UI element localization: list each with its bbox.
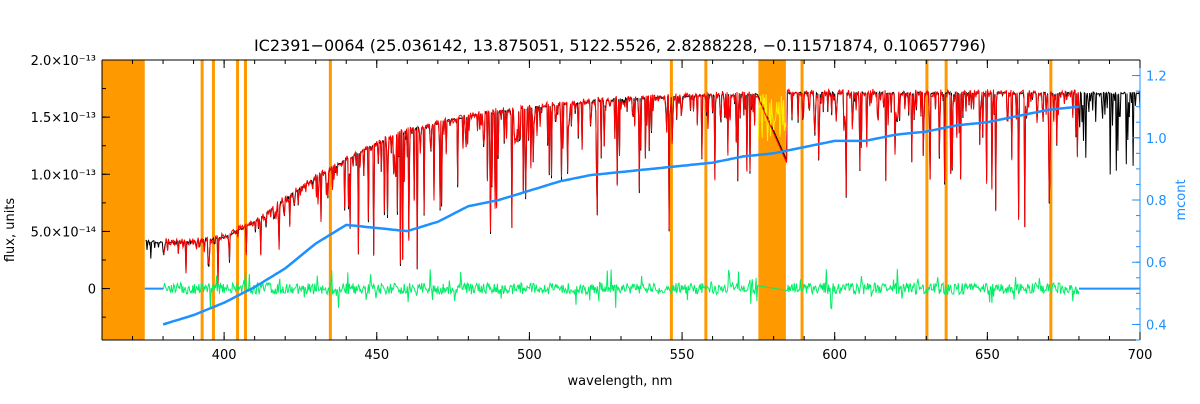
mcont-layer (144, 105, 1140, 326)
masked-line-3 (243, 60, 247, 340)
y-axis-label: flux, units (3, 198, 18, 263)
mcont-line (162, 105, 1080, 326)
masked-line-9 (944, 60, 948, 340)
masked-line-10 (1049, 60, 1053, 340)
y-tick-label-4: 2.0×10⁻¹³ (31, 54, 96, 69)
chart-title: IC2391−0064 (25.036142, 13.875051, 5122.… (254, 36, 986, 55)
y2-tick-label-0: 0.4 (1146, 318, 1167, 333)
model-layer (162, 87, 1080, 286)
masked-line-1 (211, 60, 215, 340)
masked-spectrum-highlight (757, 93, 787, 142)
y2-tick-label-2: 0.8 (1146, 194, 1167, 209)
masked-line-0 (200, 60, 204, 340)
masked-line-6 (704, 60, 708, 340)
masked-line-4 (328, 60, 332, 340)
y2-axis-label: mcont (1174, 179, 1189, 220)
y-tick-label-1: 5.0×10⁻¹⁴ (31, 225, 96, 240)
masked-region-0 (102, 60, 145, 340)
residual-line (162, 268, 1080, 310)
masked-line-5 (669, 60, 673, 340)
x-tick-label-2: 500 (517, 348, 542, 363)
masked-line-7 (800, 60, 804, 340)
y2-tick-label-3: 1.0 (1146, 132, 1167, 147)
y-tick-label-0: 0 (88, 283, 96, 298)
y2-tick-label-4: 1.2 (1146, 70, 1167, 85)
y2-tick-label-1: 0.6 (1146, 256, 1167, 271)
axes-layer: 400 450 500 550 600 650 700 0 5.0×10⁻¹⁴ 1.0×10⁻¹³… (31, 54, 1167, 363)
x-tick-label-0: 400 (212, 348, 237, 363)
x-tick-label-1: 450 (364, 348, 389, 363)
x-axis-label: wavelength, nm (568, 374, 673, 389)
model-spectrum-line (162, 87, 1080, 286)
masked-line-8 (925, 60, 929, 340)
residual-layer (162, 268, 1080, 310)
x-tick-label-4: 600 (822, 348, 847, 363)
x-tick-label-6: 700 (1128, 348, 1153, 363)
y-tick-label-2: 1.0×10⁻¹³ (31, 168, 96, 183)
y-tick-label-3: 1.5×10⁻¹³ (31, 111, 96, 126)
x-tick-label-3: 550 (670, 348, 695, 363)
mask-layer (102, 60, 1053, 340)
masked-line-2 (236, 60, 240, 340)
x-tick-label-5: 650 (975, 348, 1000, 363)
